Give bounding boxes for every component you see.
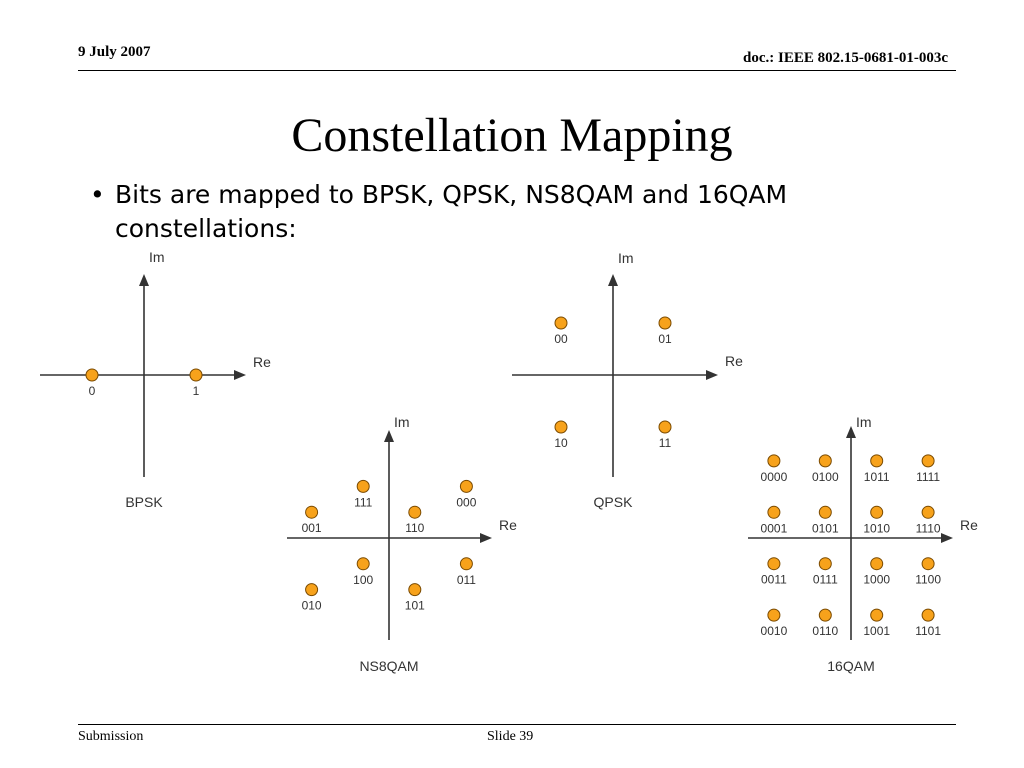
qam16-point-0001 — [767, 505, 781, 519]
qam16-re-arrow — [941, 533, 953, 543]
qpsk-re-arrow — [706, 370, 718, 380]
bullet-text: Bits are mapped to BPSK, QPSK, NS8QAM an… — [115, 180, 788, 243]
ns8qam-point-label-001: 001 — [302, 521, 322, 535]
ns8qam-point-label-011: 011 — [457, 573, 476, 587]
qam16-point-1101 — [921, 608, 935, 622]
ns8qam-point-label-000: 000 — [456, 495, 476, 509]
qam16-point-label-1110: 1110 — [916, 521, 941, 535]
qam16-point-label-0111: 0111 — [813, 573, 838, 587]
qam16-point-1011 — [870, 454, 884, 468]
qam16-point-1110 — [921, 505, 935, 519]
qam16-point-1100 — [921, 557, 935, 571]
qam16-constellation: Re Im 0000 0100 1011 1111 0001 0101 1010 1110 0011… — [748, 414, 978, 674]
qam16-point-0111 — [818, 557, 832, 571]
bpsk-point-0 — [85, 368, 99, 382]
qam16-point-0010 — [767, 608, 781, 622]
bpsk-point-label-1: 1 — [193, 384, 200, 398]
qpsk-re-label: Re — [725, 353, 743, 369]
qpsk-point-11 — [658, 420, 672, 434]
qam16-point-1010 — [870, 505, 884, 519]
ns8qam-point-000 — [459, 479, 473, 493]
ns8qam-constellation: Re Im 111 000 001 110 100 011 010 101 NS8QAM — [287, 414, 517, 674]
ns8qam-point-001 — [305, 505, 319, 519]
qpsk-point-label-01: 01 — [658, 332, 672, 346]
bullet-marker: • — [90, 180, 105, 209]
qam16-point-label-1011: 1011 — [864, 470, 890, 484]
bpsk-constellation: Re Im 0 1 BPSK — [40, 249, 271, 510]
footer-submission: Submission — [78, 729, 144, 744]
qam16-point-0101 — [818, 505, 832, 519]
qpsk-im-arrow — [608, 274, 618, 286]
qpsk-im-label: Im — [618, 250, 634, 266]
qpsk-point-label-00: 00 — [554, 332, 568, 346]
bpsk-re-label: Re — [253, 354, 271, 370]
qam16-point-label-0001: 0001 — [761, 521, 788, 535]
qpsk-point-10 — [554, 420, 568, 434]
bullet-item: • Bits are mapped to BPSK, QPSK, NS8QAM … — [90, 178, 950, 246]
ns8qam-point-label-100: 100 — [353, 573, 373, 587]
qam16-point-label-1111: 1111 — [916, 470, 940, 484]
qpsk-point-label-11: 11 — [659, 436, 672, 450]
slide-title: Constellation Mapping — [291, 109, 733, 162]
ns8qam-point-label-101: 101 — [405, 599, 425, 613]
bpsk-point-label-0: 0 — [89, 384, 96, 398]
qam16-point-1001 — [870, 608, 884, 622]
ns8qam-point-label-110: 110 — [405, 521, 424, 535]
qam16-point-label-1101: 1101 — [915, 624, 941, 638]
ns8qam-point-label-111: 111 — [354, 495, 373, 509]
footer-rule — [78, 724, 956, 725]
qam16-point-label-1000: 1000 — [863, 573, 890, 587]
bpsk-name: BPSK — [125, 494, 163, 510]
qam16-point-label-1001: 1001 — [863, 624, 890, 638]
qpsk-point-label-10: 10 — [554, 436, 568, 450]
qam16-point-0100 — [818, 454, 832, 468]
ns8qam-point-111 — [356, 479, 370, 493]
ns8qam-im-label: Im — [394, 414, 410, 430]
header-date: 9 July 2007 — [78, 44, 151, 60]
header-rule — [78, 70, 956, 71]
qam16-name: 16QAM — [827, 658, 874, 674]
ns8qam-point-011 — [459, 557, 473, 571]
bpsk-point-1 — [189, 368, 203, 382]
ns8qam-re-label: Re — [499, 517, 517, 533]
qam16-point-label-0110: 0110 — [812, 624, 838, 638]
qam16-point-label-0100: 0100 — [812, 470, 839, 484]
qam16-point-0110 — [818, 608, 832, 622]
qam16-point-label-0010: 0010 — [761, 624, 788, 638]
ns8qam-point-110 — [408, 505, 422, 519]
qam16-point-0011 — [767, 557, 781, 571]
footer-slide-number: Slide 39 — [487, 729, 534, 744]
qam16-re-label: Re — [960, 517, 978, 533]
bpsk-re-arrow — [234, 370, 246, 380]
header-doc-id: doc.: IEEE 802.15-0681-01-003c — [743, 50, 948, 66]
qam16-point-1111 — [921, 454, 935, 468]
qam16-point-label-0011: 0011 — [761, 573, 787, 587]
ns8qam-point-label-010: 010 — [302, 599, 322, 613]
bpsk-im-arrow — [139, 274, 149, 286]
ns8qam-point-010 — [305, 583, 319, 597]
ns8qam-re-arrow — [480, 533, 492, 543]
ns8qam-point-101 — [408, 583, 422, 597]
qam16-im-arrow — [846, 426, 856, 438]
qam16-point-label-1010: 1010 — [863, 521, 890, 535]
qpsk-point-00 — [554, 316, 568, 330]
ns8qam-point-100 — [356, 557, 370, 571]
qam16-point-label-0000: 0000 — [761, 470, 788, 484]
ns8qam-im-arrow — [384, 430, 394, 442]
qam16-point-label-0101: 0101 — [812, 521, 839, 535]
bpsk-im-label: Im — [149, 249, 165, 265]
qam16-im-label: Im — [856, 414, 872, 430]
qpsk-name: QPSK — [594, 494, 634, 510]
qam16-point-0000 — [767, 454, 781, 468]
qpsk-point-01 — [658, 316, 672, 330]
qam16-point-1000 — [870, 557, 884, 571]
qam16-point-label-1100: 1100 — [915, 573, 941, 587]
ns8qam-name: NS8QAM — [359, 658, 418, 674]
qpsk-constellation: Re Im 00 01 10 11 QPSK — [512, 250, 743, 510]
